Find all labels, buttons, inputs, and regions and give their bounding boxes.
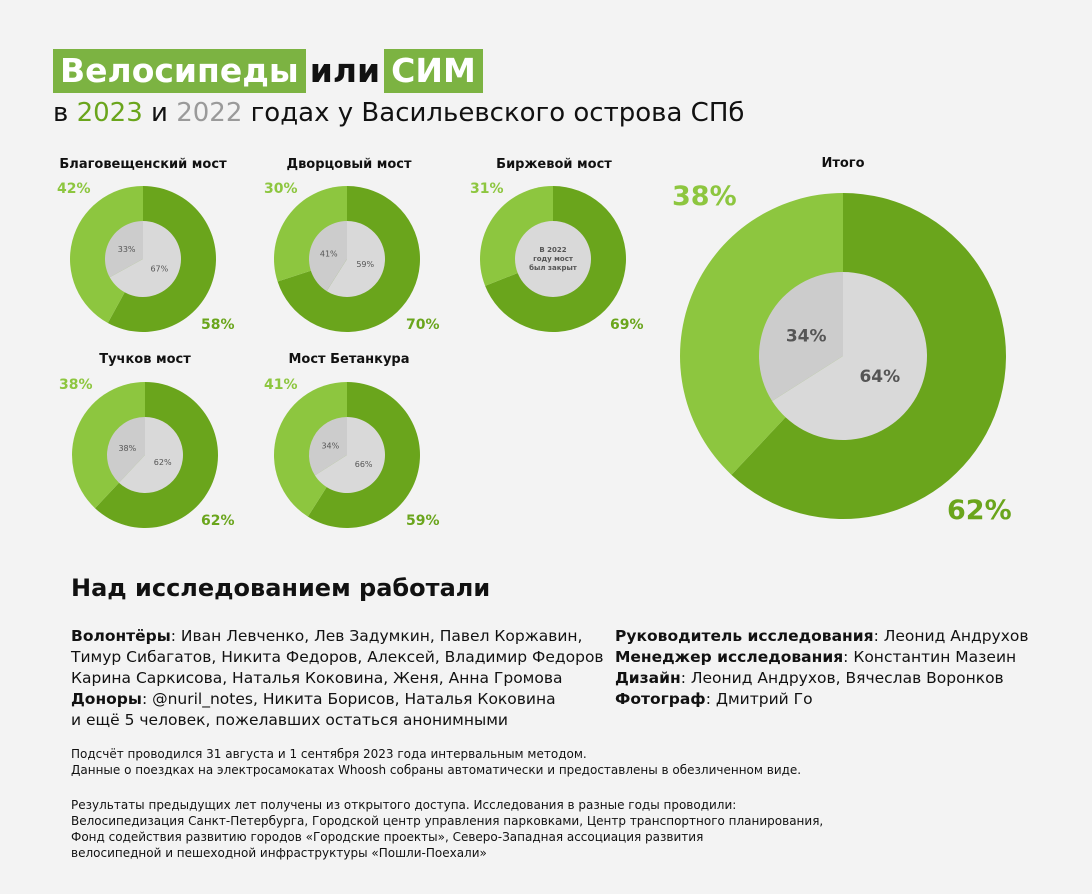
slice-sim-2022 <box>309 417 347 476</box>
note-line: Подсчёт проводился 31 августа и 1 сентяб… <box>71 747 587 761</box>
volunteers-line: Волонтёры: Иван Левченко, Лев Задумкин, … <box>71 626 604 647</box>
year-2022: 2022 <box>176 98 243 128</box>
pct-inner-bike: 66% <box>355 460 373 469</box>
subtitle-prefix: в <box>53 98 69 128</box>
donors-text: : @nuril_notes, Никита Борисов, Наталья … <box>141 690 556 708</box>
design-value: : Леонид Андрухов, Вячеслав Воронков <box>680 669 1004 687</box>
lead-value: : Леонид Андрухов <box>873 627 1029 645</box>
subtitle-suffix: годах у Васильевского острова СПб <box>250 98 745 128</box>
slice-bicycles-2022 <box>109 221 181 298</box>
photo-line: Фотограф: Дмитрий Го <box>615 689 1029 710</box>
slice-sim-2023 <box>274 382 347 517</box>
chart-title-betancourt: Мост Бетанкура <box>288 352 410 367</box>
slice-bicycles-2023 <box>95 382 219 528</box>
pct-inner-bike: 62% <box>154 458 172 467</box>
pct-inner-sim: 41% <box>320 249 338 258</box>
note-line: велосипедной и пешеходной инфраструктуры… <box>71 846 487 860</box>
lead-label: Руководитель исследования <box>615 627 874 645</box>
slice-bicycles-2023 <box>731 193 1006 519</box>
year-2023: 2023 <box>76 98 143 128</box>
slice-sim-2023 <box>274 186 347 282</box>
donors-label: Доноры <box>71 690 142 708</box>
photo-label: Фотограф <box>615 690 706 708</box>
slice-bicycles-2022 <box>326 221 385 297</box>
closed-note-line: В 2022 <box>539 246 566 254</box>
page-subtitle: в 2023 и 2022 годах у Васильевского остр… <box>53 95 744 131</box>
slice-sim-2023 <box>69 186 143 323</box>
manager-line: Менеджер исследования: Константин Мазеин <box>615 647 1029 668</box>
note-line: Результаты предыдущих лет получены из от… <box>71 798 737 812</box>
photo-value: : Дмитрий Го <box>705 690 813 708</box>
slice-bicycles-2022 <box>772 272 927 440</box>
pct-outer-sim: 31% <box>470 181 504 197</box>
volunteers-text: Тимур Сибагатов, Никита Федоров, Алексей… <box>71 648 604 666</box>
pct-outer-sim: 42% <box>57 181 91 197</box>
pct-outer-sim: 38% <box>672 181 737 212</box>
pct-outer-bike: 70% <box>406 317 440 333</box>
pct-inner-sim: 34% <box>786 327 827 347</box>
note-line: Велосипедизация Санкт-Петербурга, Городс… <box>71 814 824 828</box>
design-line: Дизайн: Леонид Андрухов, Вячеслав Воронк… <box>615 668 1029 689</box>
slice-sim-2023 <box>480 186 553 286</box>
credits-right: Руководитель исследования: Леонид Андрух… <box>615 626 1029 710</box>
slice-bicycles-2022 <box>118 417 183 493</box>
closed-note-line: году мост <box>533 255 574 263</box>
pct-outer-sim: 41% <box>264 377 298 393</box>
note-line: Данные о поездках на электросамокатах Wh… <box>71 763 802 777</box>
slice-bicycles-2023 <box>277 186 420 332</box>
closed-note-line: был закрыт <box>529 264 578 272</box>
chart-title-birzhevoy: Биржевой мост <box>496 157 612 172</box>
slice-sim-2022 <box>308 221 347 292</box>
inner-circle <box>515 221 591 297</box>
pct-outer-sim: 38% <box>59 377 93 393</box>
pct-outer-sim: 30% <box>264 181 298 197</box>
pct-inner-sim: 34% <box>321 442 339 451</box>
subtitle-and: и <box>151 98 168 128</box>
pct-outer-bike: 69% <box>610 317 644 333</box>
pct-outer-bike: 62% <box>201 513 235 529</box>
manager-label: Менеджер исследования <box>615 648 844 666</box>
slice-bicycles-2023 <box>307 382 421 528</box>
pct-inner-bike: 67% <box>150 264 168 273</box>
volunteers-text: Карина Саркисова, Наталья Коковина, Женя… <box>71 669 563 687</box>
credits-title: Над исследованием работали <box>71 574 491 602</box>
pct-outer-bike: 62% <box>947 495 1012 526</box>
manager-value: : Константин Мазеин <box>843 648 1017 666</box>
pct-outer-bike: 59% <box>406 513 440 529</box>
donors-text: и ещё 5 человек, пожелавших остаться ано… <box>71 711 508 729</box>
volunteers-label: Волонтёры <box>71 627 171 645</box>
slice-sim-2022 <box>105 221 143 278</box>
lead-line: Руководитель исследования: Леонид Андрух… <box>615 626 1029 647</box>
slice-bicycles-2023 <box>107 186 216 332</box>
title-sim: СИМ <box>384 49 483 93</box>
donors-line: Доноры: @nuril_notes, Никита Борисов, На… <box>71 689 604 710</box>
slice-bicycles-2022 <box>314 417 385 494</box>
chart-title-blagoveshchensky: Благовещенский мост <box>59 157 227 172</box>
slice-sim-2022 <box>759 272 843 402</box>
pct-inner-bike: 59% <box>356 260 374 269</box>
pct-inner-sim: 38% <box>118 444 136 453</box>
note-line: Фонд содействия развитию городов «Городс… <box>71 830 704 844</box>
pct-outer-bike: 58% <box>201 317 235 333</box>
page-title: Велосипеды или СИМ <box>53 49 483 93</box>
chart-title-dvortsovy: Дворцовый мост <box>286 157 412 172</box>
slice-bicycles-2023 <box>485 186 626 332</box>
volunteers-text: : Иван Левченко, Лев Задумкин, Павел Кор… <box>170 627 583 645</box>
pct-inner-bike: 64% <box>859 367 900 387</box>
slice-sim-2022 <box>107 417 145 483</box>
source-notes: Результаты предыдущих лет получены из от… <box>71 797 823 861</box>
title-or: или <box>309 51 381 90</box>
design-label: Дизайн <box>615 669 681 687</box>
chart-title-total: Итого <box>821 156 865 171</box>
title-bicycles: Велосипеды <box>53 49 306 93</box>
credits-left: Волонтёры: Иван Левченко, Лев Задумкин, … <box>71 626 604 731</box>
method-notes: Подсчёт проводился 31 августа и 1 сентяб… <box>71 746 801 778</box>
chart-title-tuchkov: Тучков мост <box>99 352 191 367</box>
slice-sim-2023 <box>679 193 843 475</box>
slice-sim-2023 <box>71 382 145 509</box>
pct-inner-sim: 33% <box>118 245 136 254</box>
